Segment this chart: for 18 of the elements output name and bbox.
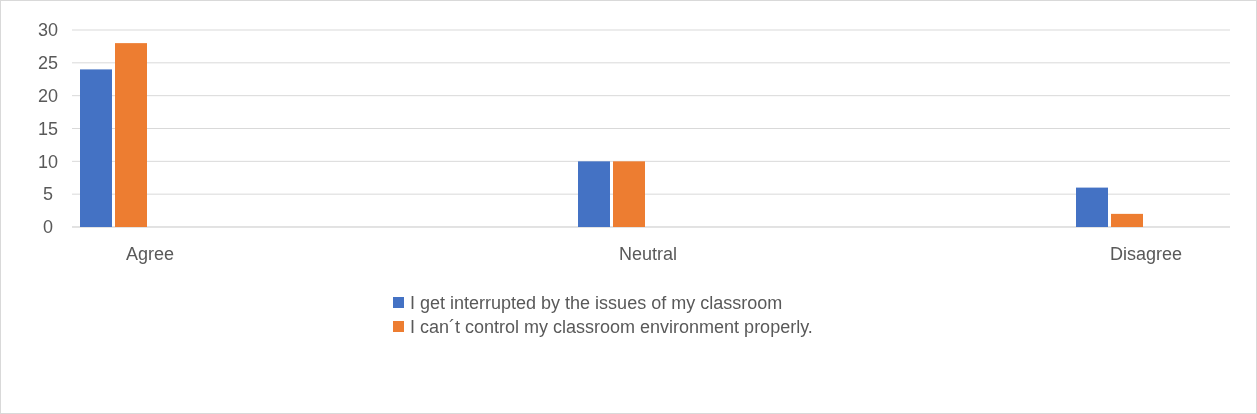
x-tick-label: Disagree — [1109, 244, 1183, 264]
x-tick-label: Neutral — [618, 244, 678, 264]
y-tick-label: 15 — [37, 118, 59, 139]
bar — [115, 43, 147, 227]
y-tick-label: 0 — [42, 217, 54, 238]
bar — [1076, 187, 1108, 227]
bar — [613, 161, 645, 227]
y-tick-label: 25 — [37, 53, 59, 74]
bar — [80, 69, 112, 227]
x-tick-label: Agree — [125, 244, 175, 264]
bar — [578, 161, 610, 227]
y-tick-label: 5 — [42, 184, 54, 205]
y-tick-label: 20 — [37, 85, 59, 106]
legend-label: I can´t control my classroom environment properly. — [410, 317, 813, 338]
y-tick-label: 10 — [37, 151, 59, 172]
bar — [1111, 213, 1143, 227]
y-tick-label: 30 — [37, 20, 59, 41]
legend-label: I get interrupted by the issues of my classroom — [410, 293, 783, 314]
